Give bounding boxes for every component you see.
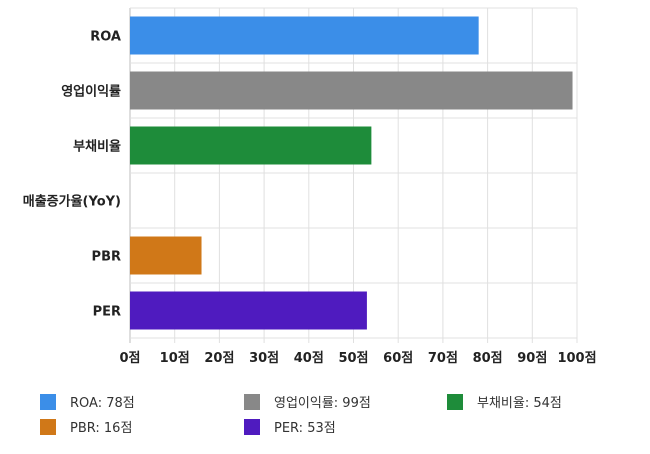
category-label: ROA xyxy=(90,30,121,45)
legend-label: PBR: 16점 xyxy=(70,421,132,436)
x-tick-label: 0점 xyxy=(119,351,140,366)
x-tick-label: 100점 xyxy=(557,351,596,366)
x-tick-label: 90점 xyxy=(517,351,547,366)
legend-swatch xyxy=(40,394,56,410)
legend-label: 영업이익률: 99점 xyxy=(274,396,371,411)
legend-swatch xyxy=(40,419,56,435)
bar xyxy=(130,291,367,330)
bar xyxy=(130,236,202,275)
x-tick-label: 40점 xyxy=(294,351,324,366)
bar xyxy=(130,16,479,55)
legend-label: 부채비율: 54점 xyxy=(477,396,562,411)
category-label: PBR xyxy=(92,250,121,265)
legend-swatch xyxy=(244,394,260,410)
x-tick-label: 80점 xyxy=(473,351,503,366)
category-label: 매출증가율(YoY) xyxy=(23,194,121,210)
legend-swatch xyxy=(447,394,463,410)
legend-label: PER: 53점 xyxy=(274,421,336,436)
legend-label: ROA: 78점 xyxy=(70,396,135,411)
x-tick-label: 10점 xyxy=(160,351,190,366)
x-tick-label: 30점 xyxy=(249,351,279,366)
bar xyxy=(130,126,372,165)
x-tick-label: 60점 xyxy=(383,351,413,366)
category-label: 부채비율 xyxy=(73,139,121,155)
x-tick-label: 50점 xyxy=(338,351,368,366)
bar xyxy=(130,71,573,110)
category-label: PER xyxy=(93,305,121,320)
x-tick-label: 20점 xyxy=(204,351,234,366)
x-tick-label: 70점 xyxy=(428,351,458,366)
category-label: 영업이익률 xyxy=(61,84,121,100)
legend-swatch xyxy=(244,419,260,435)
